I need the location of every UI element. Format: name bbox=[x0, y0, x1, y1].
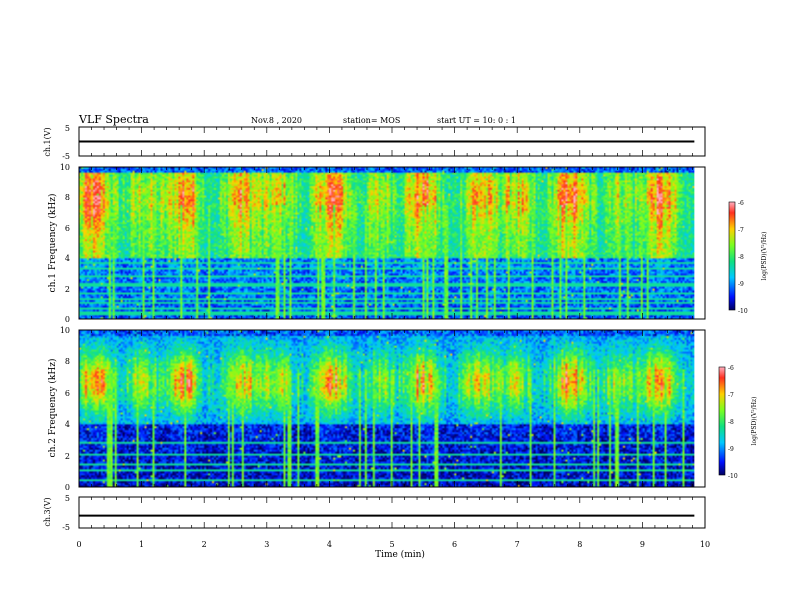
ytick-ch3v-top: 5 bbox=[65, 494, 70, 503]
start-time-label: start UT = 10: 0 : 1 bbox=[437, 116, 516, 125]
colorbar-ch2 bbox=[718, 366, 726, 476]
ytick-ch1-10: 10 bbox=[60, 163, 70, 172]
x-axis-tick-labels: 0 1 2 3 4 5 6 7 8 9 10 bbox=[76, 540, 710, 549]
cbar1-tick-10: -10 bbox=[738, 308, 748, 315]
cbar2-tick-6: -6 bbox=[728, 365, 734, 372]
figure-title: VLF Spectra bbox=[78, 113, 149, 126]
ytick-ch1-4: 4 bbox=[65, 254, 70, 263]
ytick-ch2-2: 2 bbox=[65, 452, 70, 461]
x-tick-label-9: 9 bbox=[640, 540, 645, 549]
ytick-ch3v-bottom: -5 bbox=[62, 523, 70, 532]
cbar2-label: log(PSD)(V²/Hz) bbox=[751, 397, 758, 446]
station-label: station= MOS bbox=[343, 116, 400, 125]
cbar1-tick-6: -6 bbox=[738, 200, 744, 207]
ytick-ch2-0: 0 bbox=[65, 483, 70, 492]
cbar2-tick-8: -8 bbox=[728, 419, 734, 426]
ylabel-ch2-frequency: ch.2 Frequency (kHz) bbox=[47, 359, 58, 458]
ytick-ch1v-bottom: -5 bbox=[62, 152, 70, 161]
x-tick-label-4: 4 bbox=[327, 540, 332, 549]
x-tick-label-3: 3 bbox=[264, 540, 269, 549]
cbar2-tick-9: -9 bbox=[728, 446, 734, 453]
cbar2-tick-7: -7 bbox=[728, 392, 734, 399]
ytick-ch1v-top: 5 bbox=[65, 124, 70, 133]
ytick-ch2-4: 4 bbox=[65, 420, 70, 429]
ylabel-ch3-voltage: ch.3(V) bbox=[43, 497, 52, 526]
panel-ch1-voltage: 5 -5 ch.1(V) bbox=[43, 124, 706, 161]
x-tick-label-6: 6 bbox=[452, 540, 457, 549]
date-label: Nov.8 , 2020 bbox=[251, 116, 302, 125]
ytick-ch1-0: 0 bbox=[65, 315, 70, 324]
ylabel-ch1-voltage: ch.1(V) bbox=[43, 127, 52, 156]
cbar1-tick-8: -8 bbox=[738, 254, 744, 261]
x-tick-label-0: 0 bbox=[76, 540, 81, 549]
x-axis-label: Time (min) bbox=[375, 549, 425, 560]
x-axis-ticks bbox=[78, 127, 706, 528]
ytick-ch2-6: 6 bbox=[65, 389, 70, 398]
cbar2-tick-10: -10 bbox=[728, 473, 738, 480]
ytick-ch1-6: 6 bbox=[65, 224, 70, 233]
ytick-ch2-8: 8 bbox=[65, 357, 70, 366]
x-tick-label-2: 2 bbox=[202, 540, 207, 549]
ytick-ch1-2: 2 bbox=[65, 285, 70, 294]
panel-ch1-spectrogram: 10 8 6 4 2 0 ch.1 Frequency (kHz) -6 -7 … bbox=[47, 163, 768, 324]
ytick-ch1-8: 8 bbox=[65, 193, 70, 202]
cbar1-tick-7: -7 bbox=[738, 227, 744, 234]
ylabel-ch1-frequency: ch.1 Frequency (kHz) bbox=[47, 194, 58, 293]
spectrogram-ch2 bbox=[79, 330, 695, 487]
panel-ch2-spectrogram: 10 8 6 4 2 0 ch.2 Frequency (kHz) -6 -7 … bbox=[47, 326, 758, 492]
x-tick-label-5: 5 bbox=[389, 540, 394, 549]
ytick-ch2-10: 10 bbox=[60, 326, 70, 335]
cbar1-label: log(PSD)(V²/Hz) bbox=[761, 232, 768, 281]
x-tick-label-1: 1 bbox=[139, 540, 144, 549]
spectrogram-ch1 bbox=[79, 167, 695, 319]
x-tick-label-10: 10 bbox=[700, 540, 710, 549]
x-tick-label-7: 7 bbox=[515, 540, 520, 549]
colorbar-ch1 bbox=[728, 201, 736, 311]
cbar1-tick-9: -9 bbox=[738, 281, 744, 288]
x-tick-label-8: 8 bbox=[577, 540, 582, 549]
panel-ch3-voltage: 5 -5 ch.3(V) bbox=[43, 494, 706, 532]
